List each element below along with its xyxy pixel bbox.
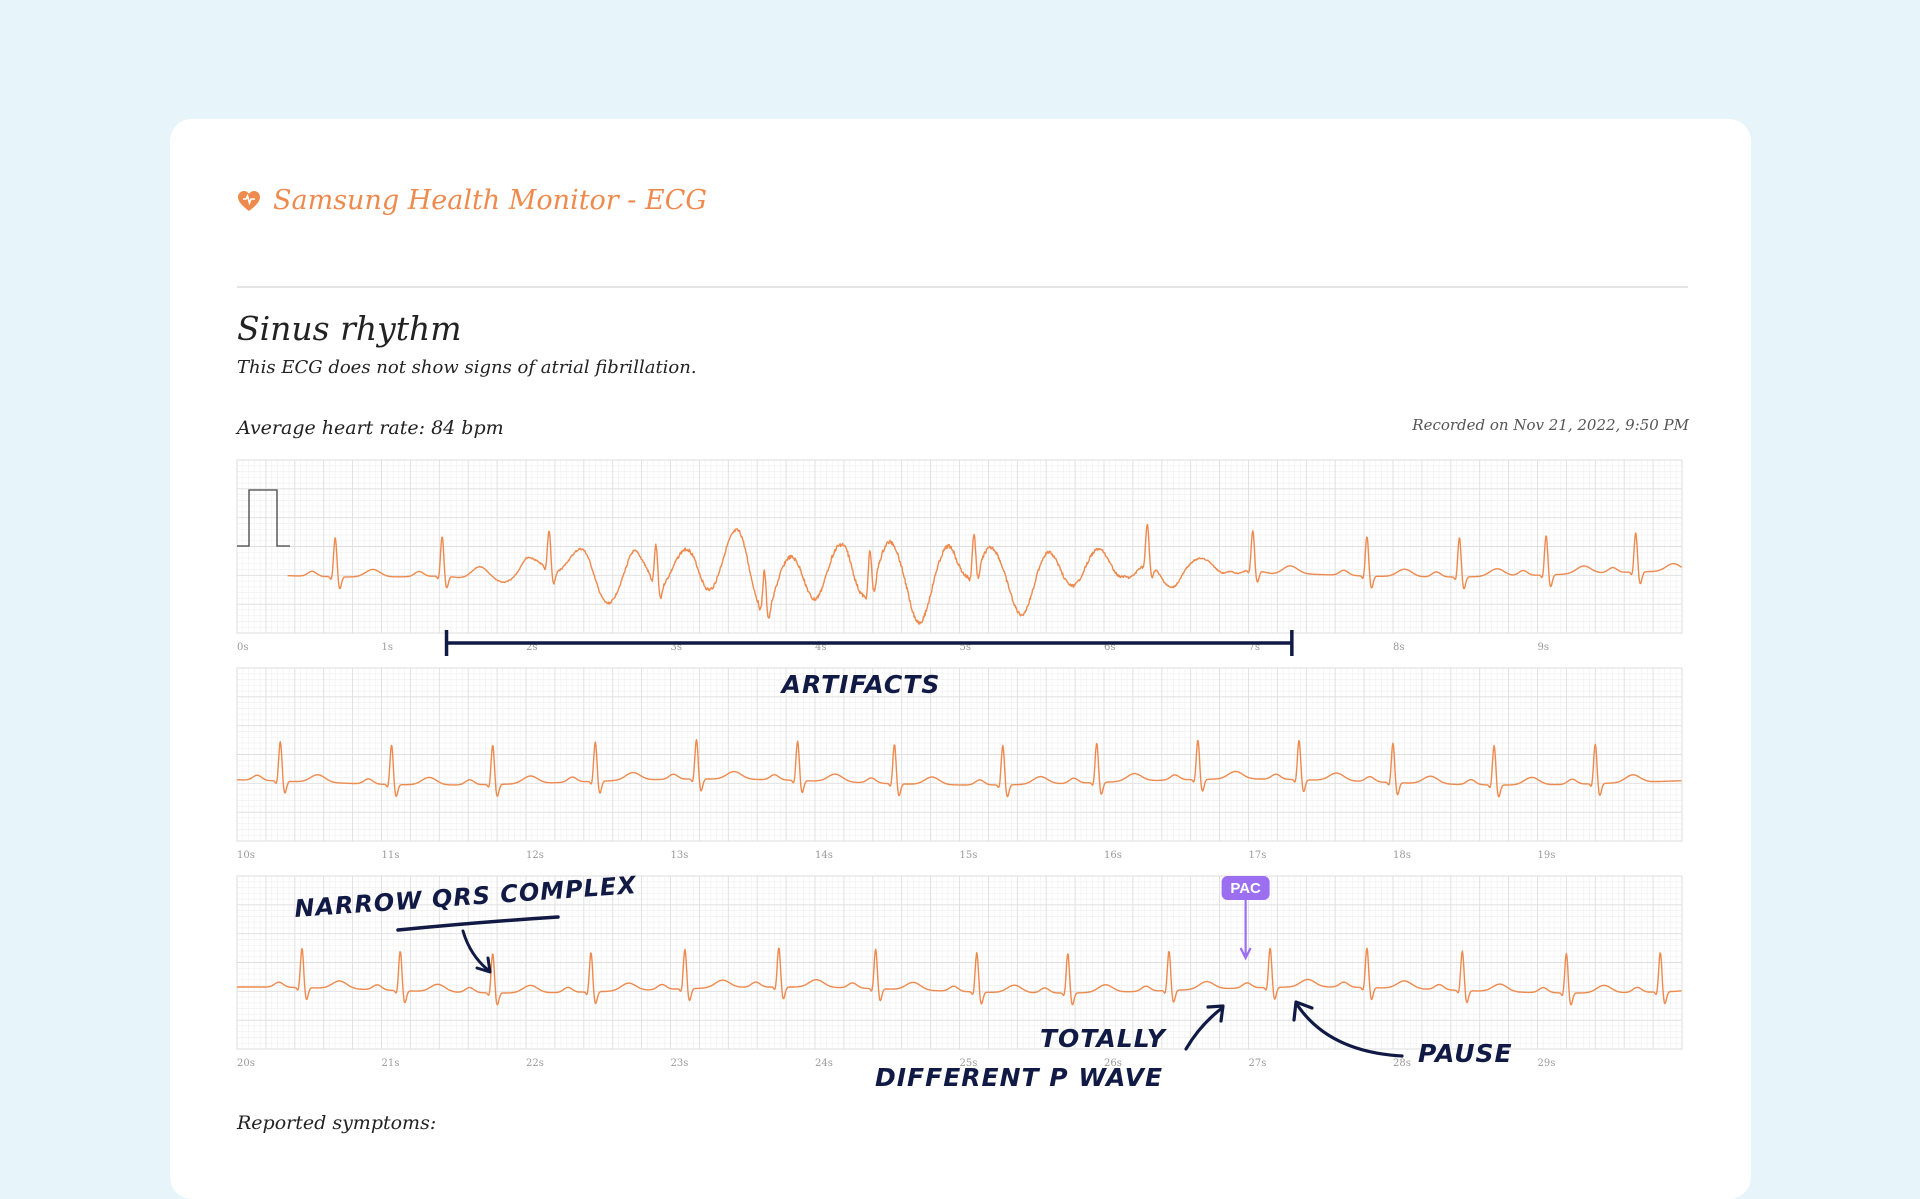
- recorded-timestamp: Recorded on Nov 21, 2022, 9:50 PM: [1412, 416, 1689, 434]
- heart-rate-value: 84 bpm: [431, 417, 504, 439]
- artifacts-annotation: ARTIFACTS: [780, 670, 941, 699]
- narrow-qrs-underline: [396, 915, 560, 932]
- ecg-tick-label: 26s: [1104, 1058, 1122, 1069]
- ecg-tick-label: 6s: [1104, 642, 1116, 653]
- different-p-wave-annotation: DIFFERENT P WAVE: [875, 1063, 1163, 1092]
- narrow-qrs-arrow: [461, 929, 492, 974]
- ecg-tick-label: 21s: [382, 1058, 400, 1069]
- artifacts-bracket: [444, 630, 1294, 656]
- ecg-tick-label: 8s: [1393, 642, 1405, 653]
- result-description: This ECG does not show signs of atrial f…: [237, 357, 697, 378]
- app-title: Samsung Health Monitor - ECG: [273, 185, 707, 216]
- ecg-tick-label: 5s: [960, 642, 972, 653]
- ecg-grid-major: [236, 875, 1683, 1050]
- ecg-tick-label: 23s: [671, 1058, 689, 1069]
- ecg-tick-label: 18s: [1393, 850, 1411, 861]
- reported-symptoms-label: Reported symptoms:: [237, 1112, 437, 1134]
- ecg-trace-strip-1: [287, 523, 1683, 625]
- ecg-tick-label: 2s: [526, 642, 538, 653]
- pause-annotation: PAUSE: [1418, 1039, 1513, 1068]
- ecg-tick-label: 12s: [526, 850, 544, 861]
- ecg-trace-strip-2: [236, 739, 1682, 798]
- ecg-tick-label: 28s: [1393, 1058, 1411, 1069]
- result-title: Sinus rhythm: [237, 309, 462, 348]
- average-heart-rate: Average heart rate: 84 bpm: [237, 417, 504, 439]
- ecg-tick-label: 11s: [382, 850, 400, 861]
- ecg-trace-strip-3: [236, 947, 1682, 1006]
- ecg-tick-label: 29s: [1538, 1058, 1556, 1069]
- totally-annotation: TOTALLY: [1040, 1024, 1168, 1053]
- ecg-tick-label: 15s: [960, 850, 978, 861]
- pause-arrow: [1292, 1000, 1404, 1058]
- ecg-tick-label: 27s: [1249, 1058, 1267, 1069]
- ecg-tick-label: 20s: [237, 1058, 255, 1069]
- ecg-tick-label: 4s: [815, 642, 827, 653]
- ecg-tick-label: 10s: [237, 850, 255, 861]
- ecg-tick-label: 7s: [1249, 642, 1261, 653]
- header-divider: [237, 286, 1688, 288]
- pac-arrow: [1239, 900, 1252, 961]
- ecg-tick-label: 0s: [237, 642, 249, 653]
- ecg-tick-label: 3s: [671, 642, 683, 653]
- heart-icon: [238, 190, 260, 211]
- ecg-grid-major: [236, 667, 1683, 842]
- calibration-pulse: [237, 489, 290, 547]
- heart-rate-label: Average heart rate:: [237, 417, 426, 439]
- ecg-tick-label: 22s: [526, 1058, 544, 1069]
- ecg-tick-label: 25s: [960, 1058, 978, 1069]
- pac-badge: [1221, 876, 1270, 900]
- ecg-tick-label: 9s: [1538, 642, 1550, 653]
- ecg-tick-label: 14s: [815, 850, 833, 861]
- ecg-tick-label: 17s: [1249, 850, 1267, 861]
- pac-label: PAC: [1230, 880, 1261, 897]
- ecg-tick-label: 1s: [382, 642, 394, 653]
- ecg-tick-label: 19s: [1538, 850, 1556, 861]
- ecg-chart: 0s 1s 2s 3s 4s 5s 6s 7s 8s 9s 10s 11s 12s 13s 14s 15s 16…: [236, 459, 1683, 1092]
- ecg-tick-label: 13s: [671, 850, 689, 861]
- ecg-tick-label: 24s: [815, 1058, 833, 1069]
- app-header: Samsung Health Monitor - ECG: [237, 185, 707, 216]
- p-wave-arrow: [1184, 1004, 1225, 1051]
- ecg-tick-label: 16s: [1104, 850, 1122, 861]
